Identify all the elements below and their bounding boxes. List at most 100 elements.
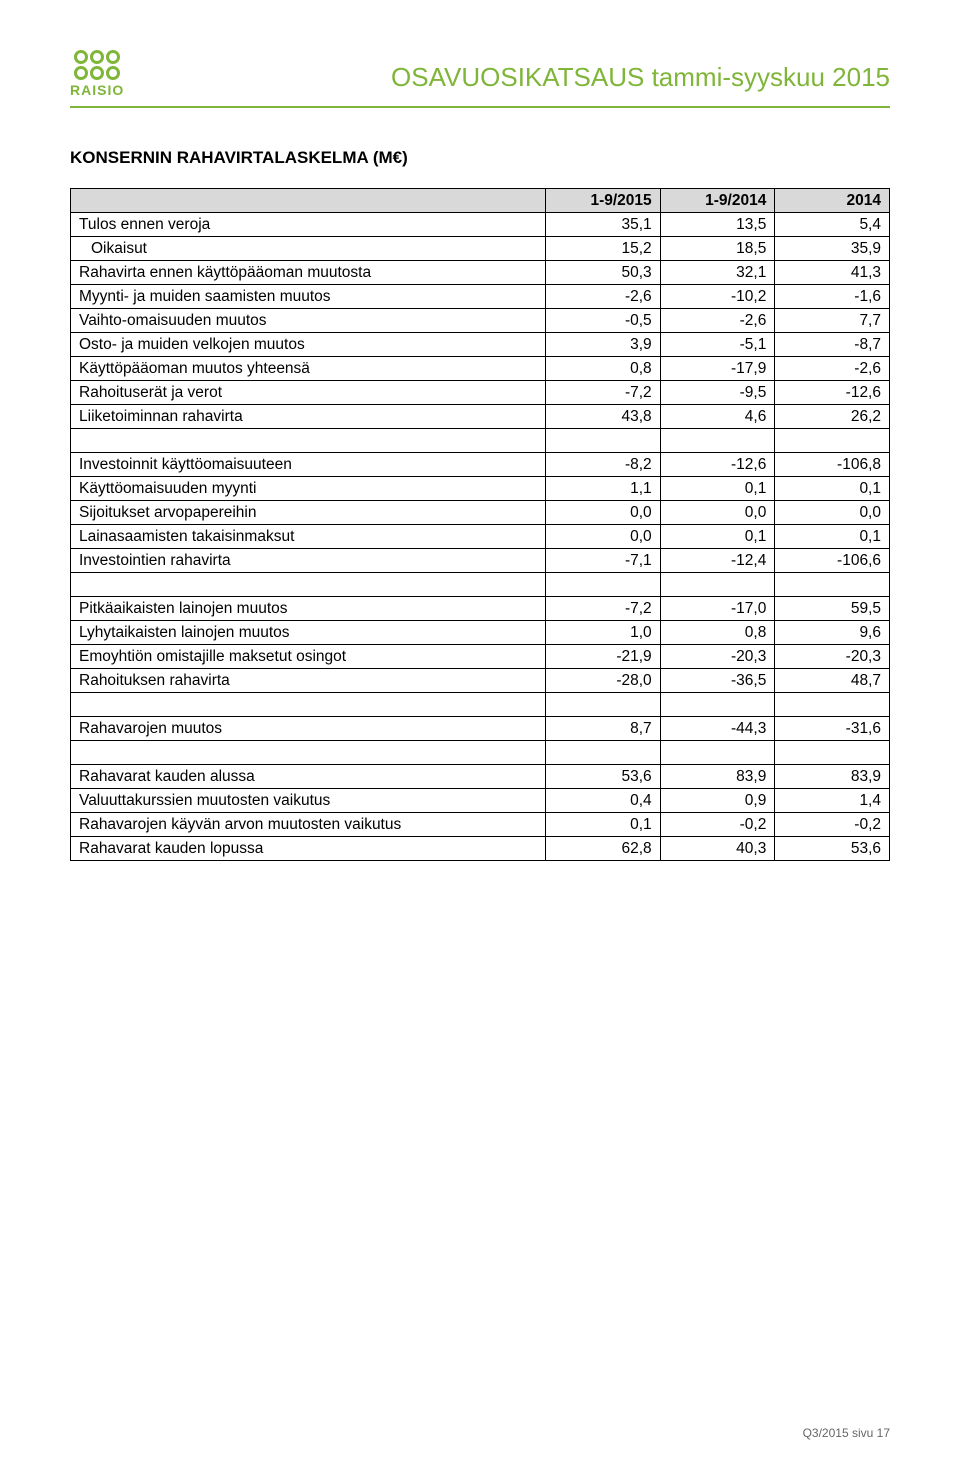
table-row: [71, 741, 890, 765]
table-row: Rahavarojen käyvän arvon muutosten vaiku…: [71, 813, 890, 837]
row-label: Rahoituksen rahavirta: [71, 669, 546, 693]
row-value: 48,7: [775, 669, 890, 693]
row-value: 43,8: [546, 405, 661, 429]
row-value: -28,0: [546, 669, 661, 693]
row-value: 26,2: [775, 405, 890, 429]
row-value: 53,6: [775, 837, 890, 861]
row-label: Käyttöomaisuuden myynti: [71, 477, 546, 501]
row-value: -1,6: [775, 285, 890, 309]
row-value: -36,5: [660, 669, 775, 693]
spacer-cell: [546, 573, 661, 597]
table-row: Vaihto-omaisuuden muutos-0,5-2,67,7: [71, 309, 890, 333]
row-value: -0,5: [546, 309, 661, 333]
cashflow-table: 1-9/2015 1-9/2014 2014 Tulos ennen veroj…: [70, 188, 890, 861]
row-value: -5,1: [660, 333, 775, 357]
row-value: 5,4: [775, 213, 890, 237]
row-value: 7,7: [775, 309, 890, 333]
row-label: Liiketoiminnan rahavirta: [71, 405, 546, 429]
row-value: 0,0: [660, 501, 775, 525]
row-label: Investoinnit käyttöomaisuuteen: [71, 453, 546, 477]
col-header-2: 2014: [775, 189, 890, 213]
table-row: [71, 693, 890, 717]
page-footer: Q3/2015 sivu 17: [803, 1426, 890, 1440]
row-label: Pitkäaikaisten lainojen muutos: [71, 597, 546, 621]
logo-icon: [74, 50, 120, 80]
row-value: 0,8: [546, 357, 661, 381]
row-label: Rahavarat kauden lopussa: [71, 837, 546, 861]
table-row: Rahavarojen muutos8,7-44,3-31,6: [71, 717, 890, 741]
row-value: 59,5: [775, 597, 890, 621]
spacer-cell: [546, 429, 661, 453]
row-label: Lainasaamisten takaisinmaksut: [71, 525, 546, 549]
row-label: Emoyhtiön omistajille maksetut osingot: [71, 645, 546, 669]
row-value: -8,2: [546, 453, 661, 477]
table-row: Liiketoiminnan rahavirta43,84,626,2: [71, 405, 890, 429]
table-row: Rahavarat kauden lopussa62,840,353,6: [71, 837, 890, 861]
table-row: Myynti- ja muiden saamisten muutos-2,6-1…: [71, 285, 890, 309]
row-value: 50,3: [546, 261, 661, 285]
col-header-1: 1-9/2014: [660, 189, 775, 213]
spacer-cell: [660, 741, 775, 765]
table-row: Pitkäaikaisten lainojen muutos-7,2-17,05…: [71, 597, 890, 621]
row-value: 15,2: [546, 237, 661, 261]
row-value: 40,3: [660, 837, 775, 861]
row-value: -20,3: [775, 645, 890, 669]
row-label: Tulos ennen veroja: [71, 213, 546, 237]
row-label: Rahavirta ennen käyttöpääoman muutosta: [71, 261, 546, 285]
row-value: -0,2: [660, 813, 775, 837]
row-value: -31,6: [775, 717, 890, 741]
row-value: 13,5: [660, 213, 775, 237]
row-value: 9,6: [775, 621, 890, 645]
spacer-cell: [775, 429, 890, 453]
col-header-blank: [71, 189, 546, 213]
row-value: 32,1: [660, 261, 775, 285]
row-value: 83,9: [775, 765, 890, 789]
table-row: [71, 573, 890, 597]
row-value: 0,0: [546, 501, 661, 525]
row-label: Lyhytaikaisten lainojen muutos: [71, 621, 546, 645]
row-value: 35,1: [546, 213, 661, 237]
section-title: KONSERNIN RAHAVIRTALASKELMA (M€): [70, 148, 890, 168]
report-title: OSAVUOSIKATSAUS tammi-syyskuu 2015: [154, 50, 890, 93]
spacer-cell: [660, 429, 775, 453]
spacer-cell: [71, 429, 546, 453]
page-header: RAISIO OSAVUOSIKATSAUS tammi-syyskuu 201…: [70, 50, 890, 108]
row-value: -8,7: [775, 333, 890, 357]
row-value: -106,8: [775, 453, 890, 477]
spacer-cell: [775, 693, 890, 717]
row-value: -10,2: [660, 285, 775, 309]
row-value: 0,1: [775, 525, 890, 549]
row-value: -44,3: [660, 717, 775, 741]
table-row: Rahoituserät ja verot-7,2-9,5-12,6: [71, 381, 890, 405]
row-label: Rahavarat kauden alussa: [71, 765, 546, 789]
row-value: 62,8: [546, 837, 661, 861]
row-label: Osto- ja muiden velkojen muutos: [71, 333, 546, 357]
row-label: Sijoitukset arvopapereihin: [71, 501, 546, 525]
row-value: 35,9: [775, 237, 890, 261]
row-label: Investointien rahavirta: [71, 549, 546, 573]
row-value: 0,1: [775, 477, 890, 501]
row-value: 0,1: [660, 525, 775, 549]
row-value: -21,9: [546, 645, 661, 669]
table-row: Osto- ja muiden velkojen muutos3,9-5,1-8…: [71, 333, 890, 357]
row-value: -2,6: [660, 309, 775, 333]
row-value: 0,1: [546, 813, 661, 837]
row-value: 0,0: [775, 501, 890, 525]
row-value: -0,2: [775, 813, 890, 837]
spacer-cell: [546, 693, 661, 717]
table-row: Rahavirta ennen käyttöpääoman muutosta50…: [71, 261, 890, 285]
table-row: Käyttöomaisuuden myynti1,10,10,1: [71, 477, 890, 501]
row-value: -20,3: [660, 645, 775, 669]
row-value: 0,8: [660, 621, 775, 645]
row-label: Rahavarojen käyvän arvon muutosten vaiku…: [71, 813, 546, 837]
row-value: -2,6: [775, 357, 890, 381]
spacer-cell: [775, 573, 890, 597]
table-row: Sijoitukset arvopapereihin0,00,00,0: [71, 501, 890, 525]
table-row: Emoyhtiön omistajille maksetut osingot-2…: [71, 645, 890, 669]
row-value: -17,9: [660, 357, 775, 381]
row-value: -106,6: [775, 549, 890, 573]
row-value: -7,1: [546, 549, 661, 573]
table-row: [71, 429, 890, 453]
row-value: 41,3: [775, 261, 890, 285]
row-value: 4,6: [660, 405, 775, 429]
